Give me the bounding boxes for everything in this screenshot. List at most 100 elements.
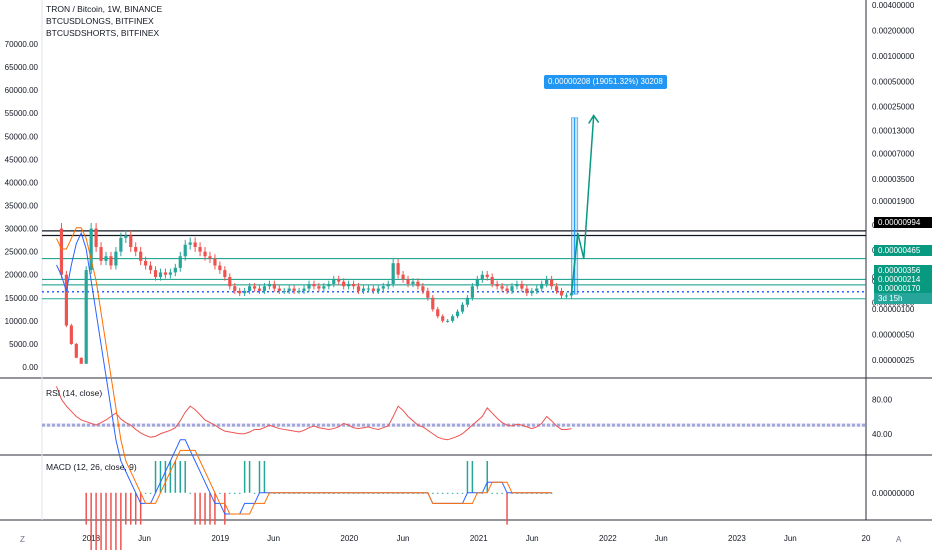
rsi-pane-label[interactable]: RSI (14, close) — [46, 388, 103, 398]
candle-body — [163, 272, 168, 275]
candle-body — [307, 283, 311, 289]
right-axis-tick-label: 0.00050000 — [872, 77, 915, 86]
candle-body — [465, 297, 470, 305]
candle-body — [208, 256, 212, 259]
chart-legend: TRON / Bitcoin, 1W, BINANCE BTCUSDLONGS,… — [46, 3, 162, 39]
candle-body — [411, 281, 415, 284]
candle-body — [436, 309, 440, 317]
candle-body — [480, 274, 484, 280]
time-axis-tick-label: 2020 — [340, 534, 358, 543]
price-badge-level-3: 0.00000356 — [874, 265, 932, 276]
timezone-button[interactable]: Z — [20, 535, 25, 544]
candle-body — [178, 256, 182, 268]
candle-body — [223, 270, 227, 278]
candle-body — [391, 263, 395, 284]
right-axis-tick-label: 0.00007000 — [872, 149, 915, 158]
candle-body — [347, 283, 351, 287]
time-axis-tick-label: 2021 — [470, 534, 488, 543]
left-axis-tick-label: 10000.00 — [5, 317, 39, 326]
candle-body — [416, 281, 420, 287]
candle-body — [297, 290, 301, 292]
time-axis-tick-label: Jun — [784, 534, 797, 543]
candle-body — [510, 286, 514, 291]
time-axis-tick-label: Jun — [397, 534, 410, 543]
candle-body — [89, 228, 93, 271]
candle-body — [144, 260, 148, 266]
right-axis-tick-label: 0.00000050 — [872, 331, 915, 340]
candle-body — [228, 277, 232, 287]
candle-body — [550, 279, 554, 287]
time-axis-tick-label: 2023 — [728, 534, 746, 543]
candle-body — [104, 256, 108, 261]
candle-body — [139, 251, 143, 261]
left-axis-tick-label: 40000.00 — [5, 178, 39, 187]
right-axis-tick-label: 0.00400000 — [872, 1, 915, 10]
right-axis-tick-label: 0.00025000 — [872, 103, 915, 112]
candle-body — [188, 242, 192, 245]
candle-body — [59, 228, 64, 275]
auto-scale-button[interactable]: A — [896, 535, 902, 544]
candle-body — [158, 272, 163, 278]
rsi-axis-tick-label: 80.00 — [872, 395, 893, 404]
price-badge-level-4: 0.00000214 — [874, 274, 932, 285]
time-axis-tick-label: Jun — [267, 534, 280, 543]
candle-body — [401, 274, 405, 280]
left-axis-tick-label: 0.00 — [22, 363, 38, 372]
time-axis-tick-label: 20 — [862, 534, 871, 543]
right-axis-tick-label: 0.00001900 — [872, 197, 915, 206]
left-axis-tick-label: 35000.00 — [5, 202, 39, 211]
candle-body — [564, 295, 569, 297]
candle-body — [351, 283, 356, 287]
symbol-title[interactable]: TRON / Bitcoin, 1W, BINANCE — [46, 4, 163, 14]
price-badge-level-1: 0.00000994 — [874, 217, 932, 228]
macd-pane-label[interactable]: MACD (12, 26, close, 9) — [46, 462, 137, 472]
left-axis-tick-label: 15000.00 — [5, 294, 39, 303]
candle-body — [282, 290, 286, 292]
candle-body — [371, 288, 375, 291]
candle-body — [272, 283, 276, 289]
candle-body — [79, 357, 83, 364]
candle-body — [470, 286, 474, 298]
candle-body — [366, 288, 371, 290]
candle-body — [74, 343, 78, 358]
right-axis-tick-label: 0.00000025 — [872, 356, 915, 365]
candle-body — [84, 270, 88, 364]
left-axis-tick-label: 25000.00 — [5, 248, 39, 257]
overlay-longs[interactable]: BTCUSDLONGS, BITFINEX — [46, 16, 154, 26]
candle-body — [69, 325, 73, 344]
left-axis-tick-label: 60000.00 — [5, 86, 39, 95]
candle-body — [342, 281, 346, 287]
candle-body — [381, 286, 385, 289]
candle-body — [356, 286, 361, 291]
right-axis-tick-label: 0.00000100 — [872, 305, 915, 314]
candle-body — [431, 297, 435, 310]
candle-body — [277, 288, 281, 291]
candle-body — [238, 290, 242, 294]
left-axis-tick-label: 30000.00 — [5, 225, 39, 234]
candle-body — [327, 283, 331, 287]
candle-body — [119, 237, 123, 252]
candle-body — [173, 267, 177, 273]
candle-body — [361, 288, 366, 291]
macd-axis-tick-label: 0.00000000 — [872, 489, 915, 498]
left-axis-tick-label: 45000.00 — [5, 155, 39, 164]
overlay-shorts[interactable]: BTCUSDSHORTS, BITFINEX — [46, 28, 160, 38]
candle-body — [218, 265, 222, 271]
candle-body — [129, 235, 133, 248]
rsi-axis-tick-label: 40.00 — [872, 430, 893, 439]
projection-path — [570, 115, 595, 295]
candle-body — [252, 286, 257, 289]
projection-arrowhead — [588, 114, 600, 124]
price-range-measure-label[interactable]: 0.00000208 (19051.32%) 30208 — [544, 75, 667, 89]
candle-body — [520, 283, 524, 289]
candle-body — [406, 279, 410, 284]
price-badge-level-2: 0.00000465 — [874, 245, 932, 256]
candle-body — [267, 283, 271, 287]
candle-body — [64, 274, 69, 326]
candle-body — [421, 286, 425, 291]
candle-body — [450, 316, 455, 321]
candle-body — [193, 242, 197, 248]
candle-body — [287, 288, 291, 291]
